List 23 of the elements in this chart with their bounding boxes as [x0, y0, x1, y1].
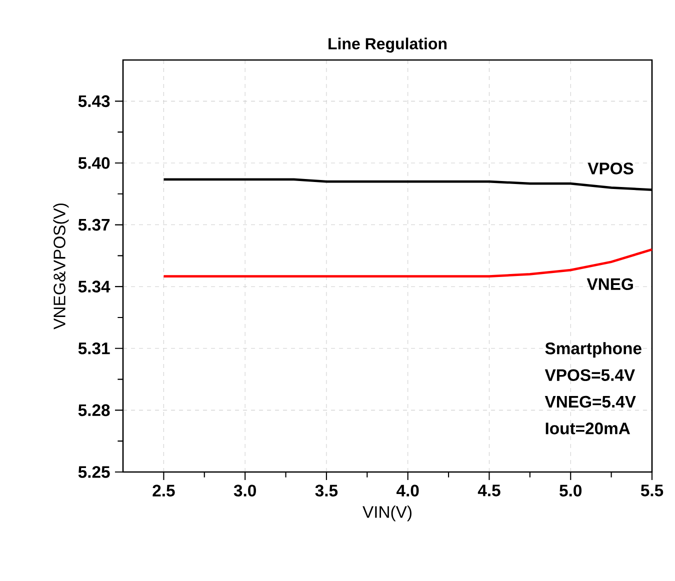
- y-tick-label: 5.34: [78, 280, 110, 292]
- y-tick-label: 5.40: [78, 157, 110, 169]
- y-tick-label: 5.31: [78, 342, 110, 354]
- y-tick-label: 5.43: [78, 95, 110, 108]
- annotation: Iout=20mA: [546, 422, 630, 434]
- x-tick-label: 5.0: [560, 484, 582, 497]
- annotation: Smartphone: [545, 342, 642, 358]
- y-tick-label: 5.37: [78, 218, 110, 231]
- series-label: VNEG: [586, 278, 633, 290]
- chart-title: Line Regulation: [328, 38, 447, 53]
- x-tick-label: 3.5: [315, 484, 338, 497]
- y-tick-label: 5.28: [78, 404, 110, 416]
- x-tick-label: 3.0: [234, 484, 256, 497]
- series-label: VPOS: [588, 162, 634, 174]
- y-axis-title: VNEG&VPOS(V): [53, 204, 69, 330]
- y-tick-label: 5.25: [78, 466, 110, 478]
- x-axis-title: VIN(V): [362, 506, 412, 522]
- x-tick-label: 2.5: [152, 484, 175, 497]
- annotation: VPOS=5.4V: [544, 369, 635, 381]
- x-tick-label: 4.0: [396, 484, 419, 497]
- x-tick-label: 5.5: [640, 484, 664, 496]
- x-tick-label: 4.5: [478, 484, 500, 496]
- annotation: VNEG=5.4V: [544, 396, 636, 408]
